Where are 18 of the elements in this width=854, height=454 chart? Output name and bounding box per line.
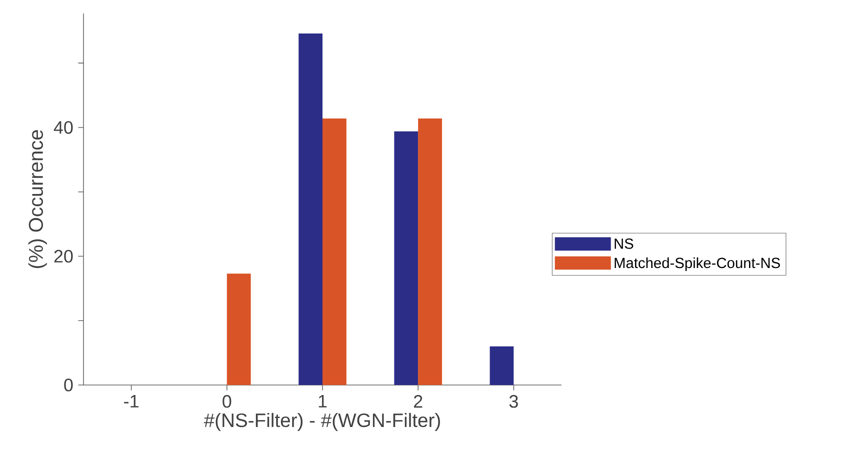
legend-label: Matched-Spike-Count-NS (614, 257, 780, 272)
x-tick-label: 3 (509, 395, 518, 408)
bar (394, 131, 418, 385)
x-tick-label: 1 (318, 395, 327, 408)
y-tick-label: 20 (54, 250, 73, 263)
y-tick-label: 0 (64, 378, 73, 392)
y-axis-title: (%) Occurrence (28, 130, 47, 268)
x-tick-label: -1 (124, 395, 138, 408)
bar (322, 118, 346, 385)
x-tick-label: 0 (222, 395, 232, 408)
legend-label: NS (614, 238, 634, 249)
x-tick-label: 2 (414, 395, 422, 408)
bar (418, 118, 442, 385)
bar (298, 33, 322, 385)
x-axis-title: #(NS-Filter) - #(WGN-Filter) (204, 412, 440, 431)
bar (490, 346, 514, 385)
bar (226, 274, 251, 385)
y-tick-label: 40 (54, 121, 73, 134)
